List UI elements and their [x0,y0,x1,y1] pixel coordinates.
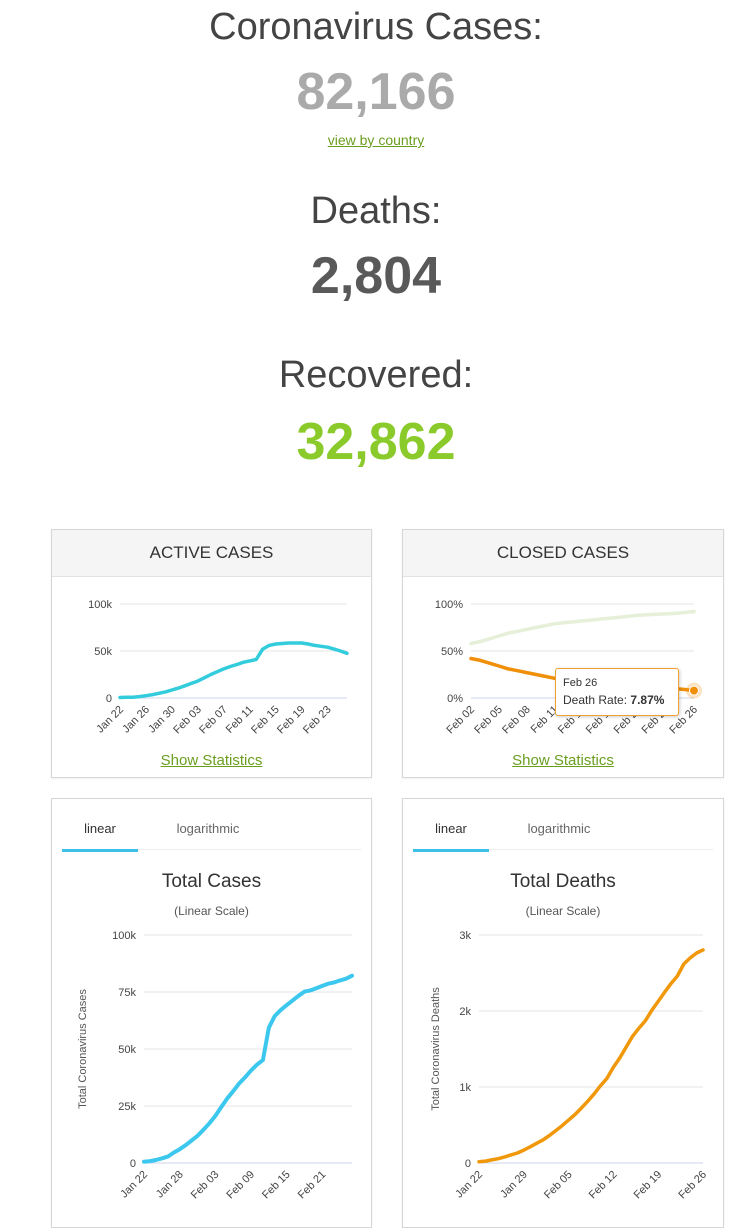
total-cases-chart-subtitle: (Linear Scale) [174,904,249,918]
x-tick-label: Feb 03 [171,704,204,737]
y-tick-label: 100% [435,599,463,611]
series-line [118,641,349,700]
y-tick-label: 100k [88,599,112,611]
x-tick-label: Feb 05 [472,704,505,737]
x-tick-label: Feb 05 [542,1169,575,1202]
tooltip-date: Feb 26 [563,677,598,689]
y-tick-label: 2k [459,1006,471,1018]
series-line-recovery-rate [469,609,696,646]
x-tick-label: Feb 12 [587,1169,620,1202]
y-tick-label: 0 [106,693,112,705]
y-tick-label: 3k [459,930,471,942]
x-tick-label: Jan 26 [120,704,152,736]
y-axis-label: Total Coronavirus Cases [77,989,89,1109]
tab-linear[interactable]: linear [62,815,138,852]
x-tick-label: Feb 23 [301,704,334,737]
data-point-marker [689,685,699,696]
closed-cases-title: CLOSED CASES [403,530,723,577]
y-tick-label: 0 [130,1158,136,1170]
tab-logarithmic[interactable]: logarithmic [176,821,240,836]
x-tick-label: Feb 19 [632,1169,665,1202]
active-show-statistics-link[interactable]: Show Statistics [160,752,263,769]
closed-cases-card: CLOSED CASES 0% 50% 100% Feb 02 Feb 05 Feb 08… [402,529,724,778]
recovered-heading: Recovered: [278,354,474,396]
tab-logarithmic[interactable]: logarithmic [527,821,591,836]
total-cases-chart-title: Total Cases [161,871,262,892]
recovered-count: 32,862 [296,413,456,471]
tooltip-value: 7.87% [630,693,665,707]
tooltip-label: Death Rate: [563,693,628,707]
deaths-heading: Deaths: [310,190,442,232]
x-tick-label: Feb 08 [500,704,533,737]
x-tick-label: Feb 03 [189,1169,222,1202]
x-tick-label: Feb 09 [224,1169,257,1202]
x-tick-label: Feb 19 [275,704,308,737]
y-tick-label: 1k [459,1082,471,1094]
y-tick-label: 50% [441,646,463,658]
x-tick-label: Jan 29 [498,1169,530,1201]
active-cases-title: ACTIVE CASES [52,530,371,577]
death-rate-tooltip: Feb 26 Death Rate: 7.87% [555,668,679,716]
deaths-count: 2,804 [310,247,442,305]
y-tick-label: 75k [118,987,136,999]
tab-linear[interactable]: linear [413,815,489,852]
total-deaths-chart-title: Total Deaths [510,871,616,892]
x-tick-label: Feb 02 [444,704,477,737]
cases-count: 82,166 [296,63,456,121]
x-tick-label: Jan 22 [118,1169,150,1201]
cases-heading: Coronavirus Cases: [209,6,543,48]
view-by-country-link[interactable]: view by country [327,132,425,148]
active-cases-card: ACTIVE CASES 0 50k 100k Jan 22 Jan 26 Jan 30 F… [51,529,372,778]
x-tick-label: Feb 15 [260,1169,293,1202]
x-tick-label: Feb 15 [249,704,282,737]
closed-show-statistics-link[interactable]: Show Statistics [512,752,614,769]
x-tick-label: Jan 22 [453,1169,485,1201]
series-line [477,948,705,1164]
series-line [142,973,354,1164]
x-tick-label: Jan 28 [154,1169,186,1201]
x-tick-label: Jan 22 [94,704,126,736]
y-tick-label: 0 [465,1158,471,1170]
x-tick-label: Feb 21 [296,1169,329,1202]
y-tick-label: 25k [118,1101,136,1113]
y-tick-label: 100k [112,930,136,942]
y-tick-label: 0% [447,693,463,705]
y-tick-label: 50k [118,1044,136,1056]
total-cases-card: linear logarithmic Total Cases (Linear S… [51,798,372,1228]
total-cases-tabs: linear logarithmic [62,815,361,852]
y-tick-label: 50k [94,646,112,658]
x-tick-label: Feb 26 [676,1169,709,1202]
y-axis-label: Total Coronavirus Deaths [430,987,442,1111]
total-deaths-chart-subtitle: (Linear Scale) [525,904,601,918]
x-tick-label: Feb 07 [197,704,230,737]
total-deaths-tabs: linear logarithmic [413,815,713,852]
total-deaths-chart: 0 1k 2k 3k Jan 22 Jan 29 Feb 05 Feb 12 Feb 19 Feb… [430,930,709,1202]
total-deaths-card: linear logarithmic Total Deaths (Linear … [402,798,724,1228]
